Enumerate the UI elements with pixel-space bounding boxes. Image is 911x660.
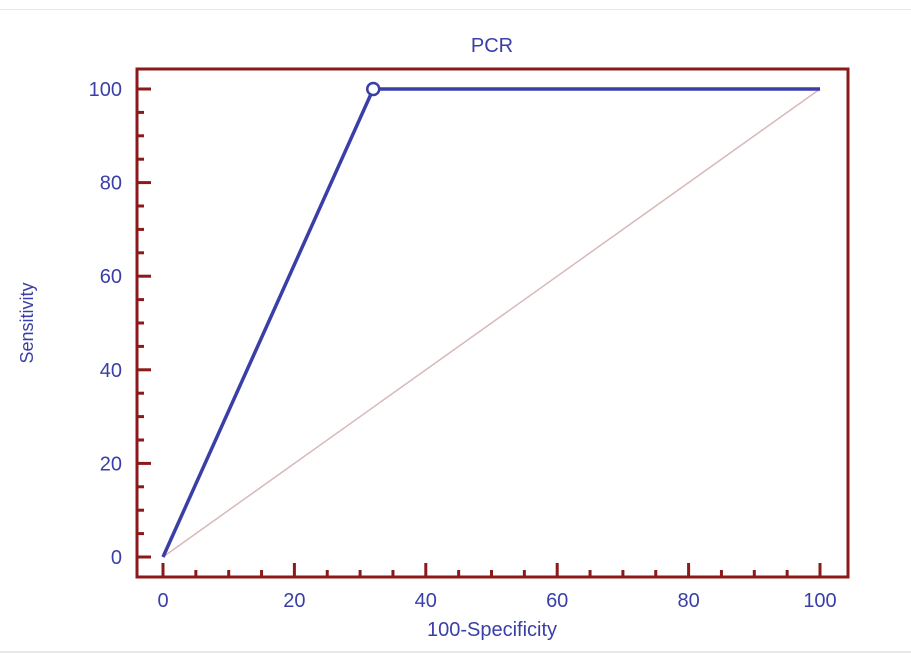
x-tick-label: 80 bbox=[677, 590, 699, 612]
y-tick-label: 60 bbox=[100, 266, 122, 288]
x-tick-label: 20 bbox=[283, 590, 305, 612]
chart-title: PCR bbox=[471, 35, 513, 57]
tick-labels: 0 20 40 60 80 100 0 20 40 60 80 100 bbox=[89, 79, 837, 612]
y-tick-label: 100 bbox=[89, 79, 122, 101]
x-tick-label: 60 bbox=[546, 590, 568, 612]
x-tick-label: 40 bbox=[415, 590, 437, 612]
reference-diagonal-line bbox=[162, 88, 821, 558]
axis-ticks bbox=[137, 87, 822, 577]
x-tick-label: 0 bbox=[157, 590, 168, 612]
bottom-divider bbox=[0, 651, 911, 653]
x-tick-label: 100 bbox=[803, 590, 836, 612]
series-layer bbox=[161, 81, 821, 558]
y-axis-label: Sensitivity bbox=[17, 282, 37, 363]
y-tick-label: 20 bbox=[100, 453, 122, 475]
y-tick-label: 80 bbox=[100, 173, 122, 195]
optimal-cutoff-marker bbox=[365, 81, 381, 97]
y-tick-label: 40 bbox=[100, 360, 122, 382]
y-tick-label: 0 bbox=[111, 547, 122, 569]
x-axis-label: 100-Specificity bbox=[427, 619, 557, 641]
top-divider bbox=[0, 9, 911, 10]
